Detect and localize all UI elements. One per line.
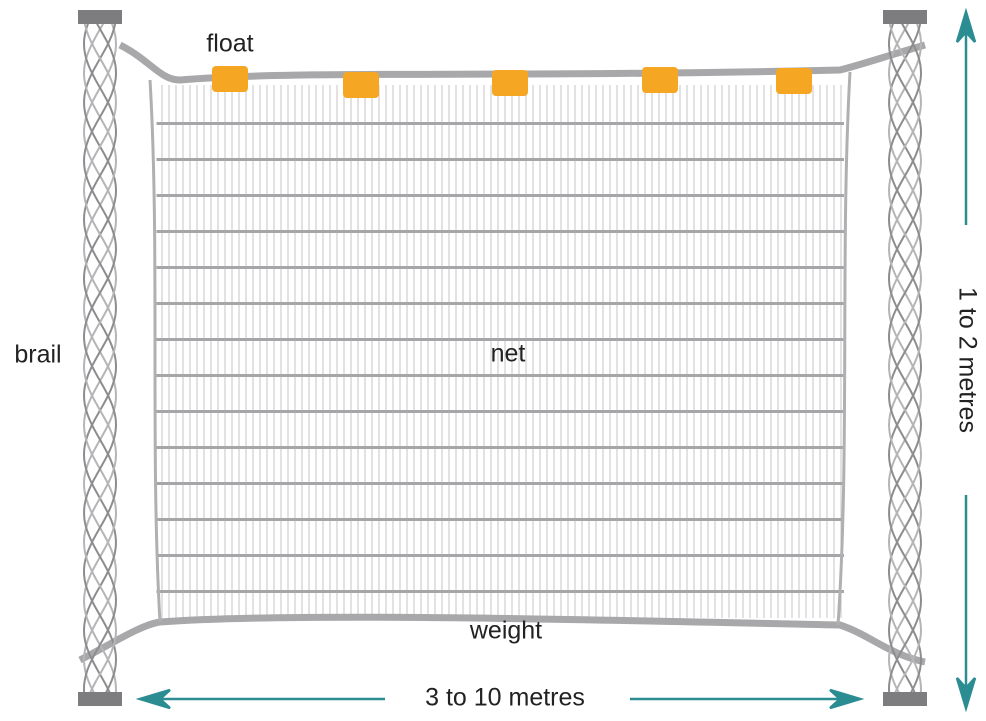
mesh-horizontal bbox=[156, 122, 844, 125]
brail-strand bbox=[887, 19, 923, 696]
width-label: 3 to 10 metres bbox=[425, 684, 585, 712]
float bbox=[492, 70, 528, 96]
brail-strand bbox=[887, 19, 923, 696]
mesh-horizontal bbox=[156, 338, 844, 341]
foot-rope bbox=[78, 613, 926, 666]
brail-cap bbox=[78, 692, 122, 706]
mesh-horizontal bbox=[156, 230, 844, 233]
mesh-horizontal bbox=[156, 194, 844, 197]
brail-strand bbox=[82, 19, 118, 696]
arrow-head bbox=[135, 688, 171, 710]
float-label: float bbox=[206, 30, 253, 58]
float bbox=[343, 72, 379, 98]
head-and-foot-ropes bbox=[78, 41, 926, 666]
mesh-horizontal bbox=[156, 518, 844, 521]
brail-strand bbox=[82, 19, 118, 696]
height-label: 1 to 2 metres bbox=[953, 287, 981, 433]
mesh-horizontal bbox=[156, 266, 844, 269]
brail-label: brail bbox=[14, 341, 61, 369]
arrow-head bbox=[955, 677, 977, 713]
net-mesh bbox=[156, 85, 844, 618]
brail-cap bbox=[883, 692, 927, 706]
floats bbox=[212, 66, 812, 98]
arrow-head bbox=[829, 688, 865, 710]
dimension-arrows bbox=[135, 7, 977, 713]
side-rope bbox=[148, 79, 162, 623]
arrow-head bbox=[955, 7, 977, 43]
brail-strand bbox=[887, 19, 923, 696]
weight-label: weight bbox=[469, 617, 542, 645]
brail-cap bbox=[883, 10, 927, 24]
mesh-horizontal bbox=[156, 374, 844, 377]
mesh-horizontal bbox=[156, 482, 844, 485]
mesh-horizontal bbox=[156, 158, 844, 161]
brail-strand bbox=[82, 19, 118, 696]
mesh-horizontal bbox=[156, 554, 844, 557]
brail-strand bbox=[887, 19, 923, 696]
head-rope bbox=[118, 41, 926, 84]
side-rope bbox=[836, 71, 852, 626]
net-label: net bbox=[491, 340, 526, 368]
mesh-horizontal bbox=[156, 410, 844, 413]
brail-cap bbox=[78, 10, 122, 24]
brail-strand bbox=[82, 19, 118, 696]
mesh-horizontal bbox=[156, 446, 844, 449]
brails bbox=[78, 10, 927, 706]
float bbox=[212, 66, 248, 92]
float bbox=[642, 67, 678, 93]
mesh-horizontal bbox=[156, 590, 844, 593]
mesh-horizontal bbox=[156, 302, 844, 305]
float bbox=[776, 68, 812, 94]
